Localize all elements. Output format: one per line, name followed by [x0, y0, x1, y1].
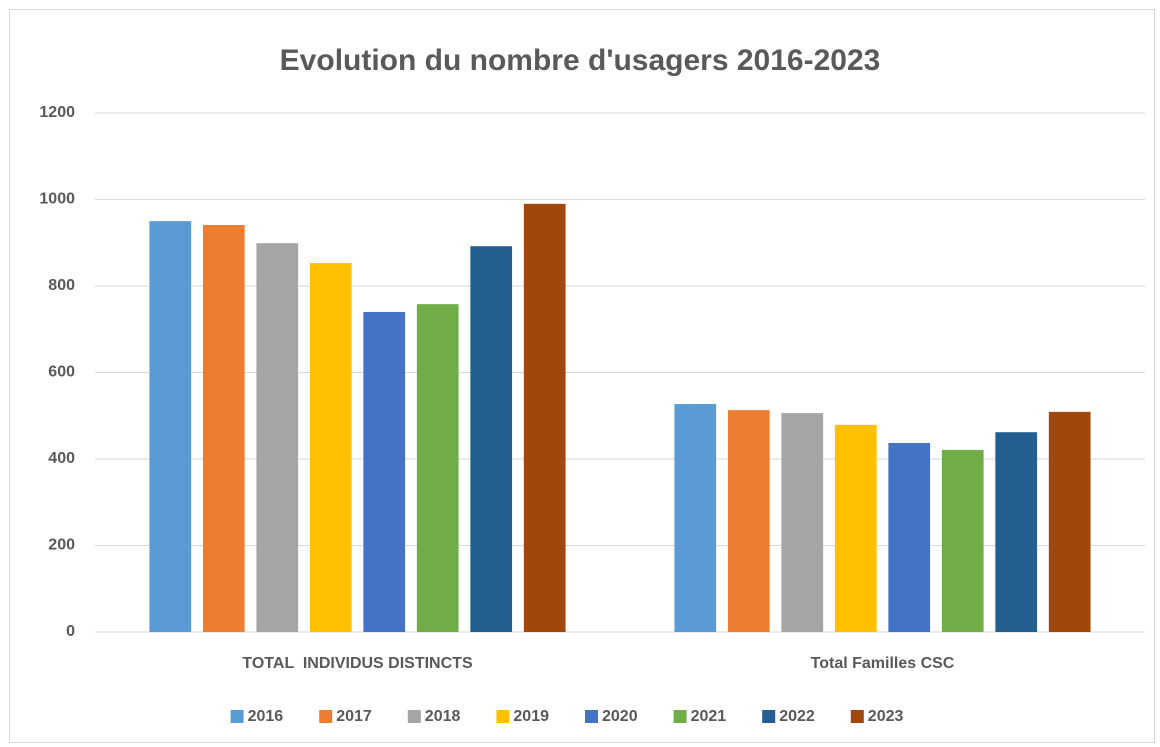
legend-swatch — [673, 710, 687, 723]
legend-label: 2020 — [602, 708, 638, 725]
bar — [1048, 411, 1091, 632]
y-tick-label: 1000 — [39, 191, 75, 208]
legend-swatch — [319, 710, 333, 723]
legend-label: 2016 — [248, 708, 284, 725]
legend-label: 2021 — [691, 708, 727, 725]
bar — [256, 243, 299, 632]
y-tick-label: 800 — [48, 277, 75, 294]
bar — [416, 304, 459, 632]
chart-title: Evolution du nombre d'usagers 2016-2023 — [280, 44, 881, 77]
bar — [523, 203, 566, 632]
y-tick-label: 0 — [66, 623, 75, 640]
bar — [149, 221, 192, 632]
x-tick-label: TOTAL INDIVIDUS DISTINCTS — [242, 655, 473, 672]
bar — [309, 263, 352, 632]
legend-label: 2022 — [779, 708, 815, 725]
y-tick-label: 1200 — [39, 104, 75, 121]
bar — [727, 410, 770, 632]
bar — [363, 311, 406, 632]
bar — [781, 413, 824, 632]
legend-label: 2023 — [868, 708, 904, 725]
legend-label: 2017 — [336, 708, 372, 725]
bar — [834, 424, 877, 632]
y-tick-label: 200 — [48, 537, 75, 554]
legend-swatch — [585, 710, 598, 723]
legend-swatch — [496, 710, 510, 723]
legend-swatch — [850, 710, 864, 723]
legend-swatch — [407, 710, 421, 723]
legend-label: 2018 — [425, 708, 461, 725]
bar — [470, 246, 513, 632]
legend-label: 2019 — [513, 708, 549, 725]
bar — [995, 432, 1038, 632]
bar — [674, 404, 717, 632]
bar — [941, 449, 984, 632]
x-tick-label: Total Familles CSC — [811, 655, 955, 672]
bar — [202, 225, 245, 632]
legend-swatch — [762, 710, 776, 723]
legend-swatch — [230, 710, 244, 723]
y-tick-label: 600 — [48, 364, 75, 381]
y-tick-label: 400 — [48, 450, 75, 467]
bar — [888, 442, 931, 632]
